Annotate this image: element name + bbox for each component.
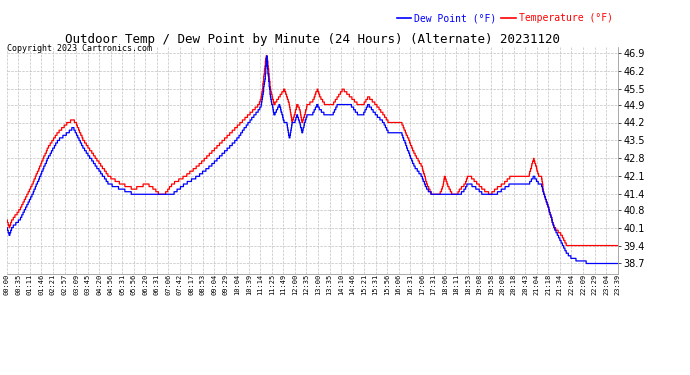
- Legend: Dew Point (°F), Temperature (°F): Dew Point (°F), Temperature (°F): [397, 13, 613, 23]
- Title: Outdoor Temp / Dew Point by Minute (24 Hours) (Alternate) 20231120: Outdoor Temp / Dew Point by Minute (24 H…: [65, 33, 560, 46]
- Text: Copyright 2023 Cartronics.com: Copyright 2023 Cartronics.com: [7, 44, 152, 52]
